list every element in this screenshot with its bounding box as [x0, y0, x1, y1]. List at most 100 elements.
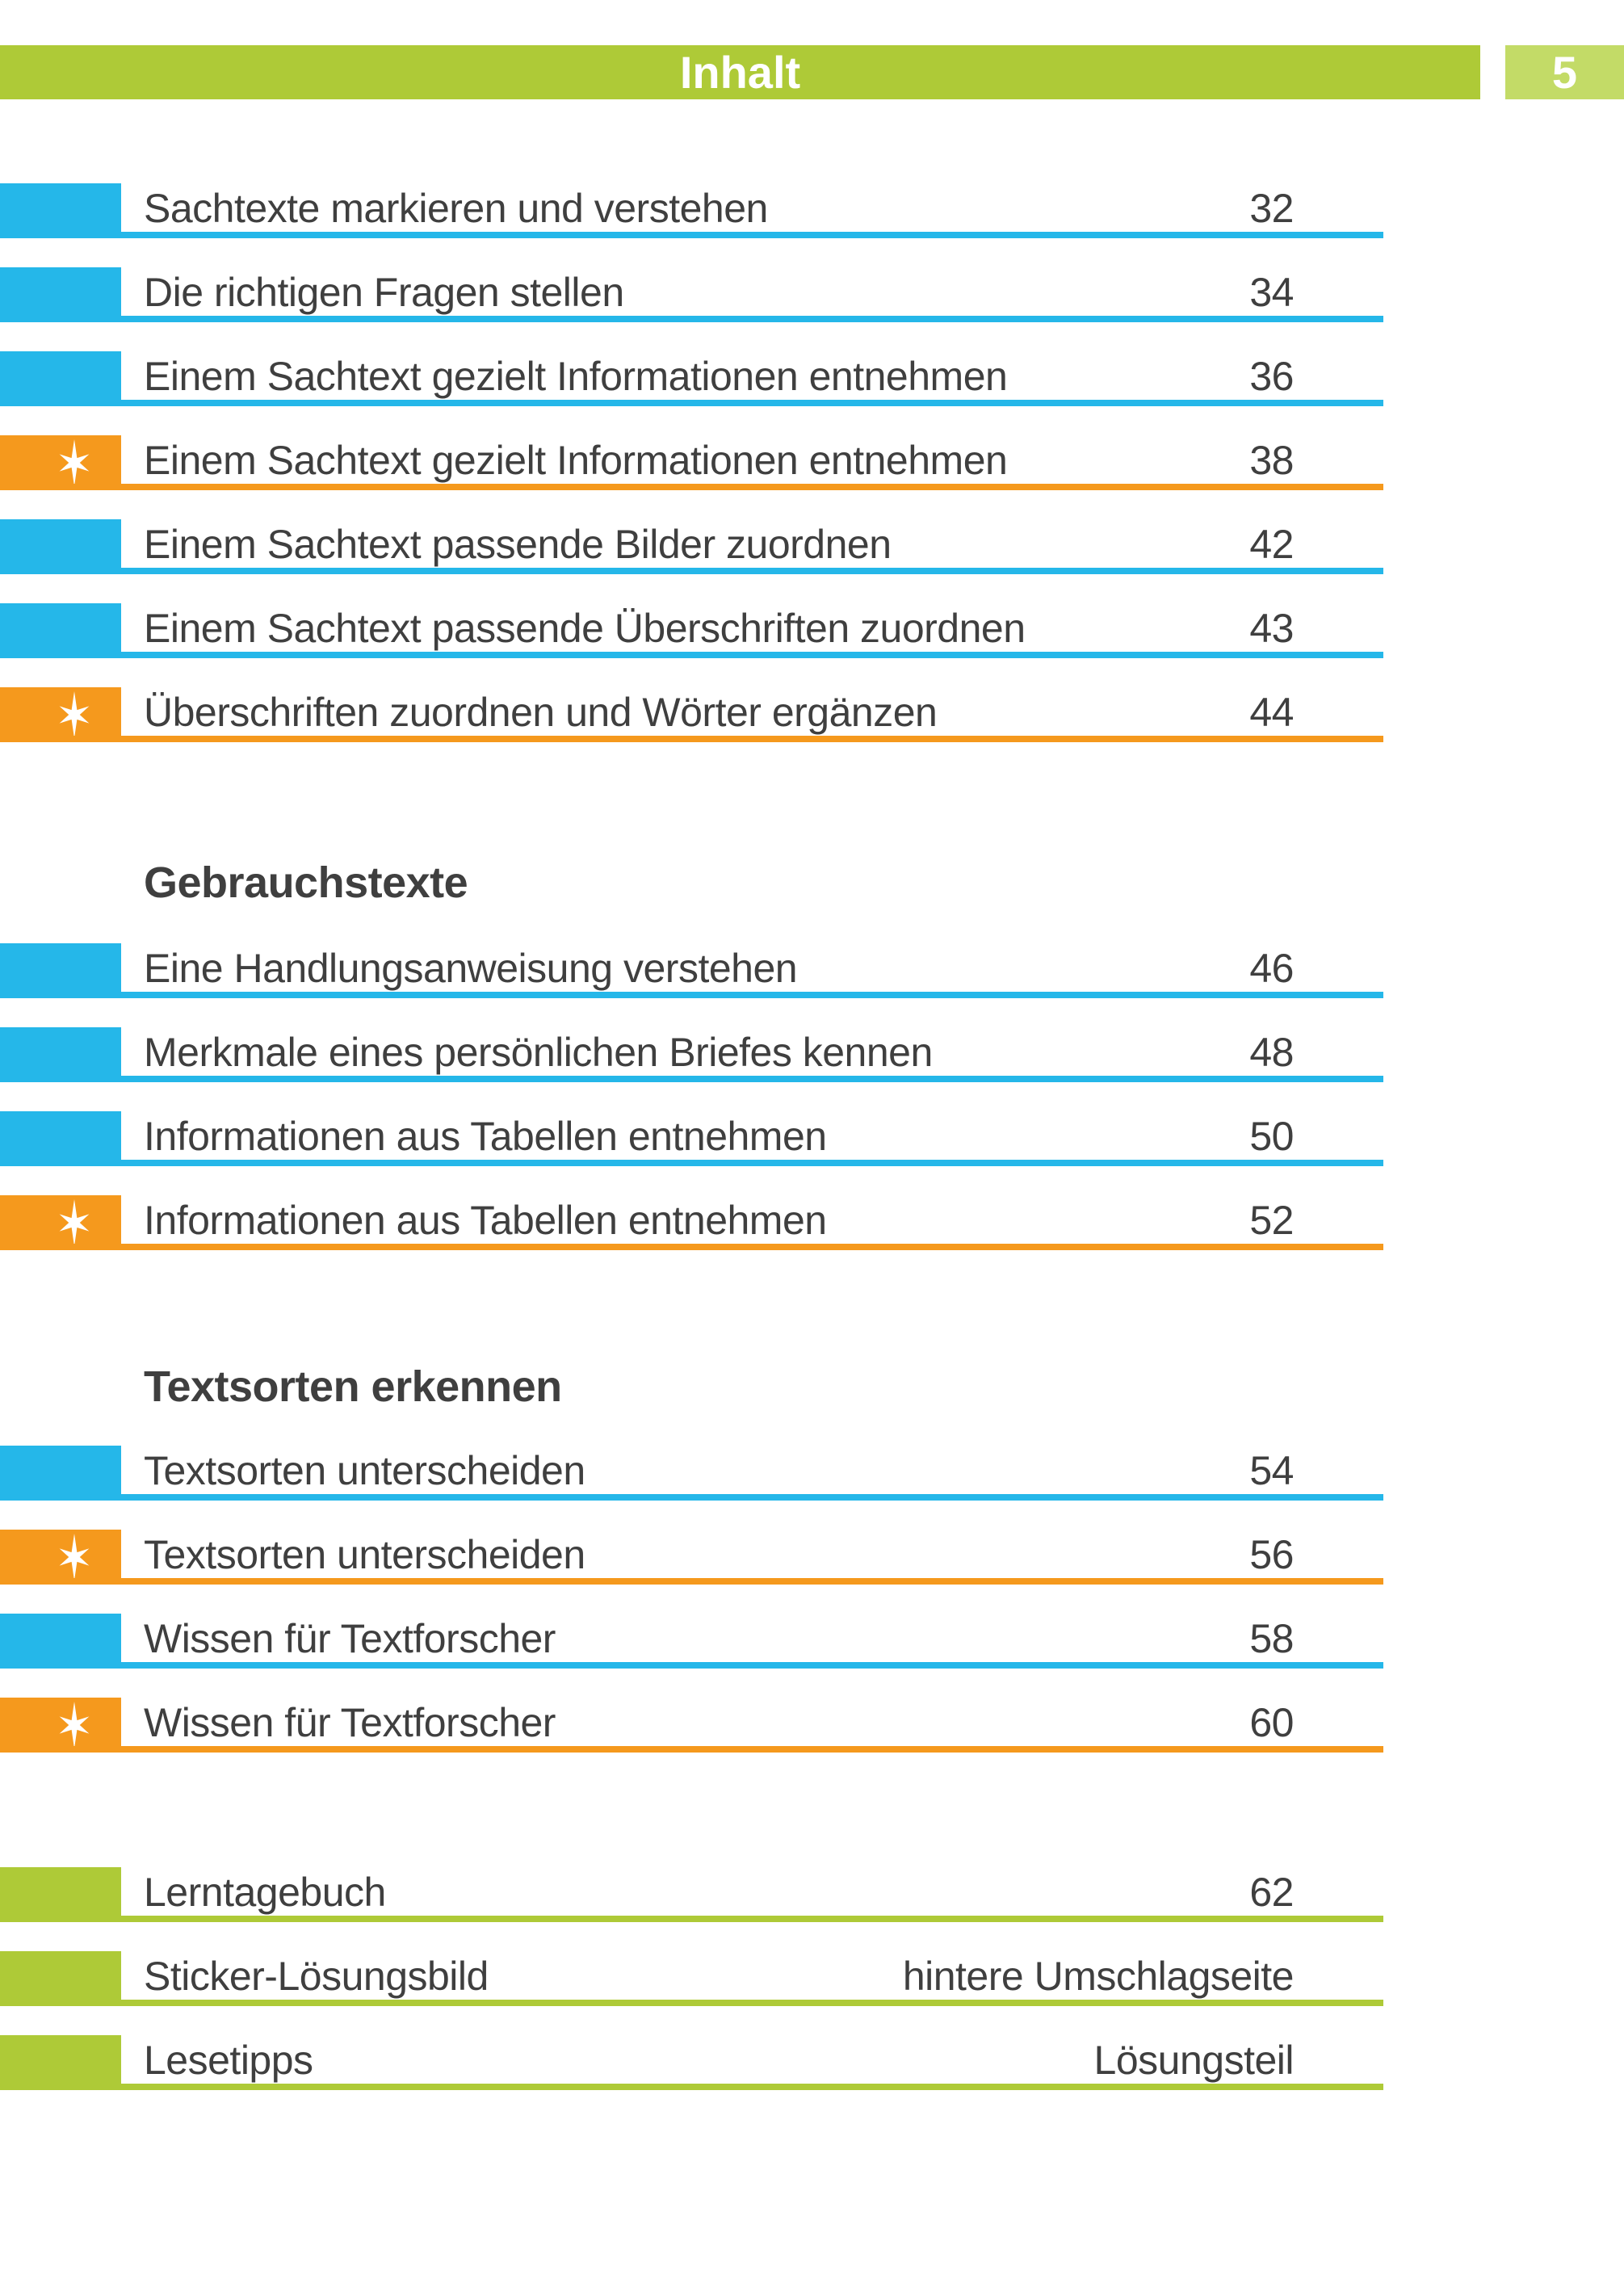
row-rule: [0, 484, 1383, 490]
toc-row: Textsorten unterscheiden 54: [0, 1446, 1624, 1501]
topic-color-marker: [0, 943, 121, 998]
toc-entry-title: Informationen aus Tabellen entnehmen: [144, 1198, 827, 1243]
row-rule: [0, 1916, 1383, 1922]
toc-entry-title: Einem Sachtext passende Überschriften zu…: [144, 606, 1026, 651]
page-number-box: 5: [1505, 45, 1624, 99]
toc-entry-page: 44: [1249, 690, 1294, 735]
star-icon: [59, 691, 90, 739]
toc-row: Einem Sachtext gezielt Informationen ent…: [0, 435, 1624, 490]
section-heading-gebrauchstexte: Gebrauchstexte: [144, 858, 468, 907]
topic-color-marker: [0, 1195, 121, 1250]
row-rule: [0, 1076, 1383, 1082]
toc-entry-title: Merkmale eines persönlichen Briefes kenn…: [144, 1030, 933, 1075]
toc-entry-page: 52: [1249, 1198, 1294, 1243]
toc-entry-page: 34: [1249, 270, 1294, 315]
topic-color-marker: [0, 1614, 121, 1669]
toc-entry-page: 36: [1249, 354, 1294, 399]
toc-entry-page: 48: [1249, 1030, 1294, 1075]
row-rule: [0, 316, 1383, 322]
toc-section-sachtexte: Sachtexte markieren und verstehen 32 Die…: [0, 183, 1624, 771]
row-rule: [0, 1160, 1383, 1166]
toc-entry-title: Einem Sachtext passende Bilder zuordnen: [144, 522, 892, 567]
toc-section-gebrauchstexte: Eine Handlungsanweisung verstehen 46 Mer…: [0, 943, 1624, 1279]
star-icon: [59, 1533, 90, 1581]
row-rule: [0, 1578, 1383, 1585]
toc-entry-title: Lerntagebuch: [144, 1870, 386, 1915]
toc-entry-page: 62: [1249, 1870, 1294, 1915]
toc-entry-page: 42: [1249, 522, 1294, 567]
toc-row: Überschriften zuordnen und Wörter ergänz…: [0, 687, 1624, 742]
topic-color-marker: [0, 1111, 121, 1166]
toc-row: Eine Handlungsanweisung verstehen 46: [0, 943, 1624, 998]
toc-entry-title: Informationen aus Tabellen entnehmen: [144, 1114, 827, 1159]
section-heading-textsorten: Textsorten erkennen: [144, 1362, 562, 1411]
toc-row: Einem Sachtext passende Bilder zuordnen …: [0, 519, 1624, 574]
toc-entry-title: Lesetipps: [144, 2038, 313, 2083]
row-rule: [0, 1746, 1383, 1753]
toc-row: Einem Sachtext passende Überschriften zu…: [0, 603, 1624, 658]
toc-entry-page: 43: [1249, 606, 1294, 651]
toc-entry-page: 32: [1249, 186, 1294, 231]
row-rule: [0, 568, 1383, 574]
topic-color-marker: [0, 1951, 121, 2006]
toc-entry-title: Sachtexte markieren und verstehen: [144, 186, 768, 231]
toc-row: Lesetipps Lösungsteil: [0, 2035, 1624, 2090]
toc-entry-page: Lösungsteil: [1093, 2038, 1295, 2083]
row-rule: [0, 2084, 1383, 2090]
toc-entry-page: 38: [1249, 438, 1294, 483]
toc-section-textsorten: Textsorten unterscheiden 54 Textsorten u…: [0, 1446, 1624, 1782]
row-rule: [0, 652, 1383, 658]
toc-row: Wissen für Textforscher 60: [0, 1698, 1624, 1753]
toc-entry-title: Textsorten unterscheiden: [144, 1532, 585, 1577]
topic-color-marker: [0, 687, 121, 742]
toc-row: Sachtexte markieren und verstehen 32: [0, 183, 1624, 238]
toc-row: Informationen aus Tabellen entnehmen 52: [0, 1195, 1624, 1250]
row-rule: [0, 232, 1383, 238]
row-rule: [0, 1244, 1383, 1250]
topic-color-marker: [0, 435, 121, 490]
row-rule: [0, 1662, 1383, 1669]
toc-row: Einem Sachtext gezielt Informationen ent…: [0, 351, 1624, 406]
toc-entry-title: Die richtigen Fragen stellen: [144, 270, 624, 315]
topic-color-marker: [0, 183, 121, 238]
topic-color-marker: [0, 267, 121, 322]
toc-entry-page: hintere Umschlagseite: [902, 1954, 1295, 1999]
row-rule: [0, 2000, 1383, 2006]
toc-entry-page: 58: [1249, 1616, 1294, 1661]
row-rule: [0, 1494, 1383, 1501]
star-icon: [59, 439, 90, 487]
topic-color-marker: [0, 603, 121, 658]
topic-color-marker: [0, 1446, 121, 1501]
toc-section-appendix: Lerntagebuch 62 Sticker-Lösungsbild hint…: [0, 1867, 1624, 2119]
toc-row: Die richtigen Fragen stellen 34: [0, 267, 1624, 322]
toc-entry-page: 56: [1249, 1532, 1294, 1577]
toc-entry-page: 46: [1249, 946, 1294, 991]
star-icon: [59, 1701, 90, 1749]
toc-row: Textsorten unterscheiden 56: [0, 1530, 1624, 1585]
toc-row: Informationen aus Tabellen entnehmen 50: [0, 1111, 1624, 1166]
toc-row: Sticker-Lösungsbild hintere Umschlagseit…: [0, 1951, 1624, 2006]
toc-entry-title: Einem Sachtext gezielt Informationen ent…: [144, 438, 1008, 483]
toc-row: Wissen für Textforscher 58: [0, 1614, 1624, 1669]
toc-entry-title: Eine Handlungsanweisung verstehen: [144, 946, 798, 991]
toc-row: Lerntagebuch 62: [0, 1867, 1624, 1922]
topic-color-marker: [0, 1698, 121, 1753]
header-bar: Inhalt: [0, 45, 1480, 99]
page-number: 5: [1551, 47, 1578, 98]
toc-entry-title: Wissen für Textforscher: [144, 1700, 556, 1745]
topic-color-marker: [0, 519, 121, 574]
topic-color-marker: [0, 2035, 121, 2090]
toc-entry-page: 54: [1249, 1448, 1294, 1493]
page-title: Inhalt: [679, 47, 801, 98]
toc-entry-page: 50: [1249, 1114, 1294, 1159]
toc-entry-page: 60: [1249, 1700, 1294, 1745]
toc-row: Merkmale eines persönlichen Briefes kenn…: [0, 1027, 1624, 1082]
toc-entry-title: Textsorten unterscheiden: [144, 1448, 585, 1493]
row-rule: [0, 992, 1383, 998]
row-rule: [0, 400, 1383, 406]
row-rule: [0, 736, 1383, 742]
toc-entry-title: Überschriften zuordnen und Wörter ergänz…: [144, 690, 938, 735]
topic-color-marker: [0, 1867, 121, 1922]
toc-entry-title: Wissen für Textforscher: [144, 1616, 556, 1661]
